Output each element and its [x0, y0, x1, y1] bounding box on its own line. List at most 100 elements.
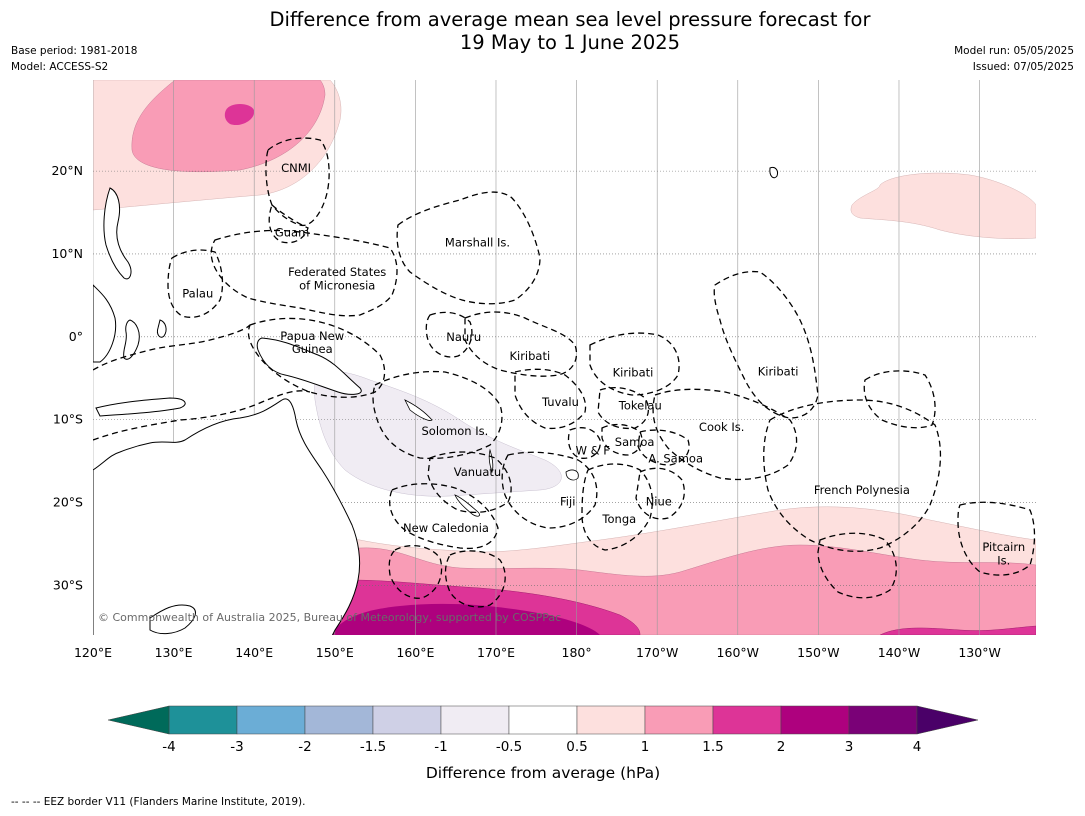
eez-norfolk	[388, 544, 443, 599]
eez-png	[247, 317, 386, 398]
colorbar-tick-label: -1.5	[360, 739, 386, 755]
eez-nauru	[425, 311, 473, 358]
coast-timor	[95, 397, 186, 417]
eez-micronesia	[210, 229, 398, 317]
coast-new-caledonia	[454, 494, 480, 517]
lon-tick-label: 140°W	[878, 645, 920, 660]
eez-new-caledonia	[389, 483, 499, 550]
anomaly-zone-nw-mid	[131, 80, 326, 173]
country-label: Solomon Is.	[421, 424, 488, 438]
lon-tick-label: 180°	[562, 645, 592, 660]
lat-tick-label: 10°N	[51, 246, 83, 261]
country-label: Guam	[275, 225, 309, 239]
colorbar-tick-label: 1	[641, 739, 650, 755]
country-label: Cook Is.	[699, 420, 744, 434]
anomaly-zone-south-strong-east	[879, 625, 1036, 635]
colorbar-tick-label: 0.5	[566, 739, 587, 755]
eez-cook-islands	[652, 388, 798, 481]
country-label: Niue	[646, 495, 672, 509]
eez-australia	[93, 390, 311, 441]
coastlines	[93, 167, 778, 635]
anomaly-zone-ne-light	[850, 172, 1036, 239]
issued-date: Issued: 07/05/2025	[972, 61, 1074, 73]
colorbar-cell	[644, 705, 714, 735]
eez-indonesia	[93, 324, 251, 371]
eez-kiribati-line	[713, 270, 819, 419]
country-label: Papua New	[280, 329, 344, 343]
map-frame	[93, 80, 1036, 635]
country-label: Kiribati	[613, 365, 654, 379]
eez-lord-howe	[444, 550, 506, 608]
coast-solomon	[404, 399, 433, 421]
coast-fiji	[565, 469, 579, 481]
eez-guam	[268, 203, 309, 244]
lat-tick-label: 10°S	[53, 412, 83, 427]
colorbar-tick-label: -0.5	[496, 739, 522, 755]
eez-samoa	[601, 423, 643, 456]
lon-tick-label: 120°E	[74, 645, 112, 660]
coast-halmahera	[157, 319, 167, 338]
country-label: Palau	[182, 287, 213, 301]
colorbar-cell	[236, 705, 306, 735]
eez-solomon	[372, 370, 503, 460]
country-label: Pitcairn	[982, 540, 1025, 554]
lat-tick-label: 0°	[69, 329, 83, 344]
eez-cnmi	[265, 137, 330, 227]
lat-tick-label: 20°S	[53, 494, 83, 509]
lat-tick-label: 20°N	[51, 163, 83, 178]
coast-new-guinea	[256, 337, 362, 395]
colorbar-cell	[304, 705, 374, 735]
colorbar-tick-label: -3	[230, 739, 243, 755]
anomaly-zone-south-core	[330, 603, 600, 635]
lon-tick-label: 160°W	[717, 645, 759, 660]
lon-tick-label: 160°E	[396, 645, 434, 660]
colorbar-cell	[372, 705, 442, 735]
eez-marshall	[396, 191, 541, 305]
country-label: Kiribati	[509, 349, 550, 363]
model-name: Model: ACCESS-S2	[11, 61, 109, 73]
eez-kiribati-gilbert	[464, 311, 578, 377]
anomaly-zone-negative	[314, 371, 562, 497]
eez-vanuatu	[427, 451, 512, 513]
anomaly-zone-nw-core	[224, 104, 255, 126]
colorbar-cell	[712, 705, 782, 735]
lon-tick-label: 130°E	[155, 645, 193, 660]
colorbar-cell	[576, 705, 646, 735]
lon-tick-label: 130°W	[958, 645, 1000, 660]
map-title-line1: Difference from average mean sea level p…	[269, 8, 871, 31]
colorbar-tick-label: 4	[913, 739, 922, 755]
country-label: Marshall Is.	[445, 235, 510, 249]
colorbar-tick-label: -1	[434, 739, 447, 755]
eez-austral	[817, 532, 897, 599]
eez-tuvalu	[514, 368, 587, 430]
country-label: French Polynesia	[814, 483, 910, 497]
eez-footnote: -- -- -- EEZ border V11 (Flanders Marine…	[11, 796, 306, 808]
colorbar-cell	[848, 705, 918, 735]
country-label: W & F	[576, 443, 610, 457]
colorbar-tick-label: 3	[845, 739, 854, 755]
eez-tokelau	[597, 387, 649, 430]
country-label: Vanuatu	[454, 465, 501, 479]
coast-sulawesi	[123, 319, 140, 360]
axis-labels: 20°N 10°N 0° 10°S 20°S 30°S 120°E 130°E 140°E 150…	[51, 163, 1000, 660]
lon-tick-label: 170°W	[636, 645, 678, 660]
country-label: Federated States	[288, 265, 386, 279]
eez-palau	[167, 249, 224, 318]
colorbar-tick-labels: -4 -3 -2 -1.5 -1 -0.5 0.5 1 1.5 2 3 4	[162, 739, 921, 755]
legend-title: Difference from average (hPa)	[426, 764, 660, 782]
country-label: CNMI	[281, 161, 311, 175]
colorbar-cell	[440, 705, 510, 735]
colorbar-tick-label: -4	[162, 739, 175, 755]
lon-tick-label: 150°E	[316, 645, 354, 660]
country-label: Tuvalu	[541, 395, 579, 409]
coast-hawaii	[769, 167, 778, 179]
country-label: of Micronesia	[299, 278, 375, 292]
lon-tick-label: 140°E	[235, 645, 273, 660]
country-label: A. Samoa	[648, 452, 703, 466]
lon-tick-label: 170°E	[477, 645, 515, 660]
coast-philippines	[103, 187, 132, 280]
eez-wallis-futuna	[567, 427, 601, 459]
